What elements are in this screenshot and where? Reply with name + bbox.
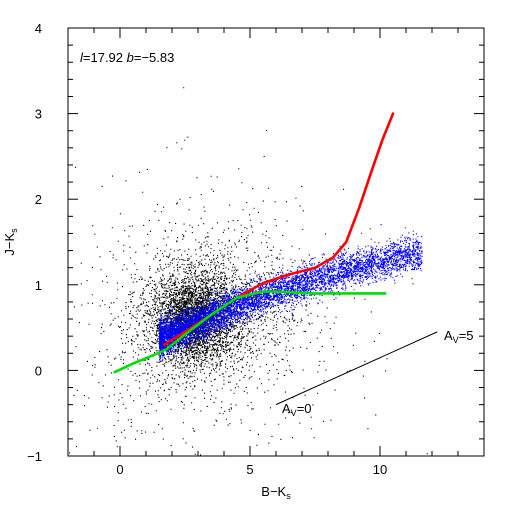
tracks-layer: [113, 112, 395, 374]
y-tick-label: 4: [35, 21, 42, 36]
point-cloud-marks: [69, 87, 428, 457]
extinction-vector: [275, 331, 438, 406]
y-tick-label: 3: [35, 107, 42, 122]
y-tick-label: 0: [35, 363, 42, 378]
reddening-vector-line: [275, 331, 438, 406]
l-symbol: l: [80, 50, 84, 65]
b-symbol: b: [127, 50, 134, 65]
tick-labels: 0 5 10 −1 0 1 2 3 4: [27, 21, 387, 477]
l-value: =17.92: [83, 50, 123, 65]
x-axis-label: B−Ks: [261, 484, 291, 501]
x-tick-label: 5: [246, 462, 253, 477]
galactic-coordinates-annotation: l=17.92 b=−5.83: [80, 50, 174, 65]
scatter-layer: [69, 87, 428, 457]
red-track-line: [162, 112, 395, 347]
green-track-line: [113, 290, 387, 374]
x-tick-label: 0: [116, 462, 123, 477]
av-end-label: AV=5: [444, 328, 474, 345]
av-start-label: AV=0: [282, 401, 312, 418]
b-value: =−5.83: [134, 50, 175, 65]
plot-frame: [67, 27, 485, 457]
axis-ticks: [67, 27, 485, 457]
y-tick-label: −1: [27, 449, 42, 464]
y-tick-label: 2: [35, 192, 42, 207]
y-axis-label: J−Ks: [2, 228, 19, 256]
x-tick-label: 10: [373, 462, 387, 477]
black-point-cloud: [69, 87, 428, 457]
y-tick-label: 1: [35, 278, 42, 293]
